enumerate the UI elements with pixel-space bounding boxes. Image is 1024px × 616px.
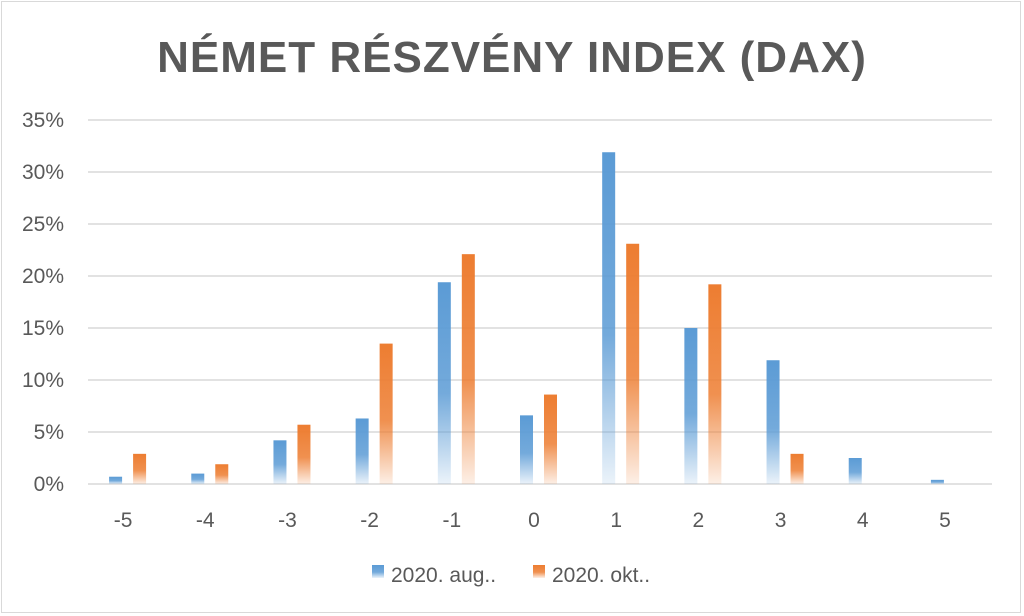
bar-aug-3 xyxy=(766,360,780,484)
x-tick-label: 3 xyxy=(775,509,787,532)
grid-lines xyxy=(88,119,992,485)
x-tick-label: -4 xyxy=(196,509,215,532)
bars xyxy=(109,152,944,485)
bar-okt-1 xyxy=(626,243,640,484)
bar-aug-5 xyxy=(930,479,944,484)
bar-okt-2 xyxy=(708,284,722,484)
bar-aug-0 xyxy=(520,415,533,484)
bar-okt--2 xyxy=(379,343,393,484)
legend: 2020. aug.. 2020. okt.. xyxy=(372,564,650,587)
x-tick-label: 2 xyxy=(693,509,705,532)
y-tick-label: 10% xyxy=(22,369,64,392)
x-tick-label: -5 xyxy=(114,509,133,532)
bar-okt--1 xyxy=(461,254,475,484)
y-tick-label: 5% xyxy=(34,421,64,444)
bar-aug-4 xyxy=(848,458,862,484)
bar-okt--4 xyxy=(215,464,229,484)
x-tick-label: -3 xyxy=(278,509,297,532)
y-tick-label: 35% xyxy=(22,109,64,132)
y-tick-label: 25% xyxy=(22,213,64,236)
y-tick-label: 15% xyxy=(22,317,64,340)
bar-okt--5 xyxy=(133,453,147,484)
x-tick-label: -1 xyxy=(442,509,461,532)
x-tick-label: 5 xyxy=(939,509,951,532)
x-axis-ticks: -5 -4 -3 -2 -1 0 1 2 3 4 5 xyxy=(114,509,951,532)
x-tick-label: 4 xyxy=(857,509,869,532)
bar-aug--1 xyxy=(437,282,451,484)
bar-aug--4 xyxy=(191,473,205,484)
bar-okt-3 xyxy=(790,453,804,484)
x-tick-label: -2 xyxy=(360,509,379,532)
legend-swatch-aug xyxy=(372,565,384,578)
x-tick-label: 0 xyxy=(528,509,540,532)
bar-aug-1 xyxy=(602,152,616,485)
legend-label-okt: 2020. okt.. xyxy=(552,564,650,587)
bar-aug--2 xyxy=(355,418,369,484)
y-axis-ticks: 0% 5% 10% 15% 20% 25% 30% 35% xyxy=(22,109,64,496)
y-tick-label: 30% xyxy=(22,161,64,184)
x-tick-label: 1 xyxy=(610,509,622,532)
legend-swatch-okt xyxy=(533,565,545,578)
bar-aug--5 xyxy=(109,476,123,484)
bar-aug-2 xyxy=(684,328,698,484)
y-tick-label: 0% xyxy=(34,473,64,496)
legend-label-aug: 2020. aug.. xyxy=(391,564,496,587)
y-tick-label: 20% xyxy=(22,265,64,288)
bar-okt--3 xyxy=(297,424,311,484)
bar-aug--3 xyxy=(273,440,287,484)
bar-okt-0 xyxy=(544,394,557,484)
chart-title: NÉMET RÉSZVÉNY INDEX (DAX) xyxy=(157,32,867,82)
